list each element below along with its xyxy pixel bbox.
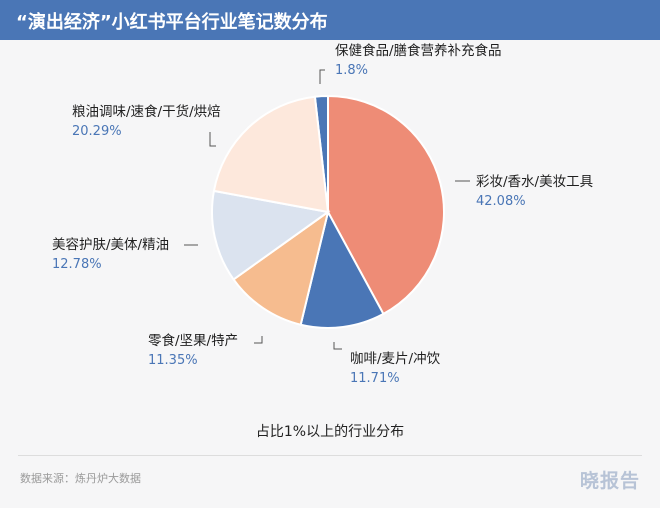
slice-label-2: 咖啡/麦片/冲饮	[350, 351, 441, 367]
data-source: 数据来源：炼丹炉大数据	[20, 472, 141, 485]
leader-line-0	[319, 69, 325, 84]
slice-labels: 保健食品/膳食营养补充食品 1.8% 彩妆/香水/美妆工具 42.08% 咖啡/麦片/冲…	[52, 42, 593, 386]
slice-label-5: 粮油调味/速食/干货/烘焙	[72, 103, 221, 120]
pie-slice-3	[232, 209, 330, 326]
chart-subtitle: 占比1%以上的行业分布	[255, 424, 405, 440]
pie-slices	[211, 94, 445, 329]
slice-label-4: 美容护肤/美体/精油	[52, 236, 169, 253]
pie-chart: 保健食品/膳食营养补充食品 1.8% 彩妆/香水/美妆工具 42.08% 咖啡/麦片/冲…	[52, 42, 593, 386]
brand-logo: 晓报告	[579, 470, 640, 492]
slice-label-0: 保健食品/膳食营养补充食品	[335, 42, 502, 59]
pie-slice-1	[327, 94, 445, 316]
slice-value-2: 11.71%	[350, 371, 400, 386]
slice-value-1: 42.08%	[476, 194, 526, 209]
slice-value-5: 20.29%	[72, 124, 122, 139]
title-bar: “演出经济”小红书平台行业笔记数分布	[0, 0, 660, 40]
slice-value-3: 11.35%	[148, 353, 198, 368]
leader-line-3	[254, 336, 263, 344]
slice-label-1: 彩妆/香水/美妆工具	[476, 174, 593, 190]
pie-slice-5	[212, 95, 330, 214]
leader-lines	[184, 69, 470, 350]
leader-line-2	[333, 342, 342, 350]
slice-value-4: 12.78%	[52, 257, 102, 272]
slice-label-3: 零食/坚果/特产	[148, 332, 238, 349]
page-title: “演出经济”小红书平台行业笔记数分布	[16, 12, 328, 33]
slice-value-0: 1.8%	[335, 63, 368, 78]
pie-slice-4	[211, 189, 331, 281]
leader-line-5	[209, 132, 216, 147]
footer-divider	[18, 455, 642, 456]
